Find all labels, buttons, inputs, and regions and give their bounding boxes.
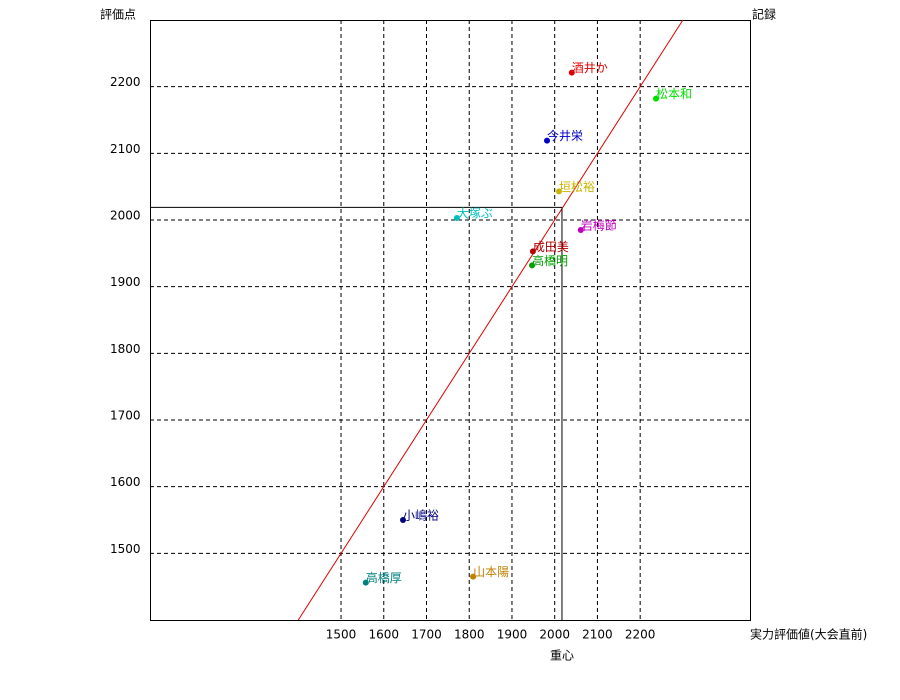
y-tick-label: 1600 (110, 475, 141, 489)
point (577, 227, 584, 233)
point-label: 垣松裕 (559, 179, 595, 194)
x-tick-label: 1500 (326, 628, 357, 642)
point-label: 酒井か (572, 61, 608, 75)
x-tick-label: 2200 (625, 628, 656, 642)
point-label: 高橋厚 (366, 570, 402, 585)
y-tick-label: 2200 (110, 75, 141, 89)
plot-frame (150, 20, 751, 621)
reference-line (297, 19, 684, 621)
x-tick-label: 1700 (411, 628, 442, 642)
point-label: 小嶋裕 (403, 508, 439, 523)
point-label: 今井栄 (547, 128, 583, 143)
y-tick-label: 1800 (110, 342, 141, 356)
point (568, 69, 575, 76)
point-label: 大塚ぶ (457, 207, 493, 221)
point (555, 188, 562, 195)
y-tick-label: 1700 (110, 409, 141, 423)
point-label: 山本陽 (473, 565, 509, 579)
point-label: 松本和 (656, 87, 692, 101)
point-label: 成田美 (533, 240, 569, 254)
x-tick-label: 2000 (539, 628, 570, 642)
point (529, 248, 536, 255)
point (470, 573, 477, 580)
x-tick-label: 1600 (368, 628, 399, 642)
y-axis-label: 評価点 (100, 7, 136, 22)
y-tick-label: 2000 (110, 209, 141, 223)
point (453, 215, 460, 221)
point (544, 137, 551, 144)
y-tick-label: 1900 (110, 275, 141, 289)
point (362, 579, 369, 586)
point-label: 岩梅節 (581, 218, 617, 233)
centroid-label: 重心 (550, 649, 574, 663)
y-tick-label: 1500 (110, 542, 141, 556)
x-tick-label: 2100 (582, 628, 613, 642)
point (399, 517, 406, 523)
x-tick-label: 1800 (454, 628, 485, 642)
point (529, 262, 536, 269)
x-axis-label: 実力評価値(大会直前) (750, 627, 867, 642)
point-label: 高橋明 (532, 253, 568, 268)
x-tick-label: 1900 (497, 628, 528, 642)
y2-axis-label: 記録 (752, 7, 776, 22)
point (652, 95, 659, 102)
y-tick-label: 2100 (110, 142, 141, 156)
